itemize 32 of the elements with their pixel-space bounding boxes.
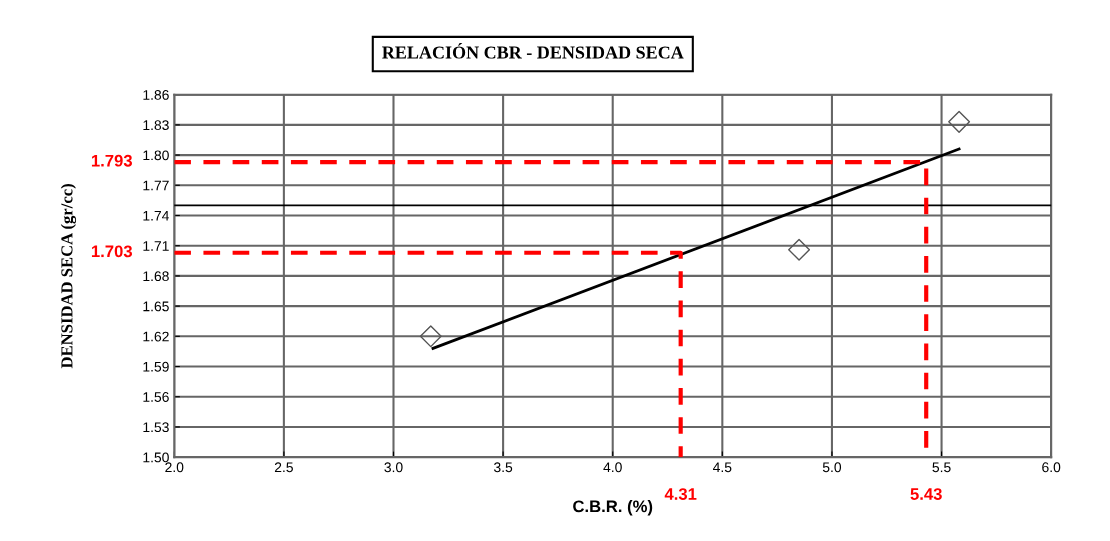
x-tick-label: 4.5	[713, 462, 732, 473]
x-tick-label: 2.0	[165, 462, 184, 473]
x-axis-title: C.B.R. (%)	[573, 499, 653, 516]
y-tick-label: 1.68	[143, 271, 169, 282]
x-tick-label: 4.0	[603, 462, 622, 473]
y-tick-label: 1.65	[143, 301, 169, 312]
y-tick-label: 1.80	[143, 150, 169, 161]
y-tick-label: 1.53	[143, 422, 169, 433]
y-tick-label: 1.74	[143, 210, 169, 221]
y-tick-label: 1.50	[143, 452, 169, 463]
text: 1.793	[91, 154, 133, 167]
x-tick-label: 2.5	[274, 462, 293, 473]
y-tick-label: 1.83	[143, 120, 169, 131]
y-tick-label: 1.62	[143, 331, 169, 342]
x-tick-label: 5.5	[932, 462, 951, 473]
text: 1.703	[91, 245, 133, 258]
point	[788, 238, 811, 261]
x-tick-label: 3.0	[384, 462, 403, 473]
point	[419, 325, 442, 348]
annotation: 5.43	[910, 488, 942, 500]
y-tick-label: 1.86	[143, 90, 169, 100]
x-tick-label: 3.5	[493, 462, 513, 473]
y-tick-label: 1.71	[143, 241, 169, 251]
y-axis-title: DENSIDAD SECA (gr/cc)	[60, 184, 77, 369]
chart-title: RELACIÓN CBR - DENSIDAD SECA	[382, 43, 684, 59]
point	[948, 110, 971, 133]
annotation: 4.31	[664, 488, 697, 500]
y-tick-label: 1.77	[143, 180, 169, 191]
x-tick-label: 6.0	[1042, 462, 1061, 473]
y-tick-label: 1.59	[143, 361, 169, 372]
x-tick-label: 5.0	[822, 462, 842, 473]
y-tick-label: 1.56	[143, 392, 169, 402]
